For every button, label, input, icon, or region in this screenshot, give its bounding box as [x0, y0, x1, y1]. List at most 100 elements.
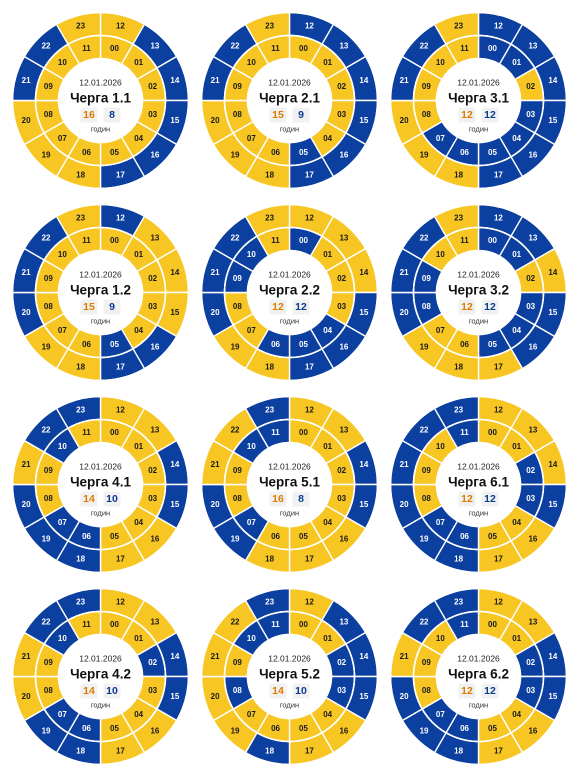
- inner-hour-label: 11: [460, 235, 469, 244]
- outer-hour-label: 15: [359, 115, 368, 124]
- inner-hour-label: 04: [323, 134, 332, 143]
- outer-hour-label: 13: [528, 425, 537, 434]
- inner-hour-label: 08: [232, 301, 241, 310]
- power-on-hours: 15: [83, 301, 95, 313]
- outer-hour-label: 14: [170, 76, 179, 85]
- inner-hour-label: 11: [271, 619, 280, 628]
- power-off-hours: 10: [106, 493, 118, 505]
- hour-ring-chart: 12 13 14 15 16 17 18 19 20 21 22 23 00 01 02 03 04 05 06 07…: [11, 587, 189, 765]
- inner-hour-label: 04: [134, 710, 143, 719]
- outer-hour-label: 22: [419, 41, 428, 50]
- inner-hour-label: 00: [299, 43, 308, 52]
- schedule-card: 12 13 14 15 16 17 18 19 20 21 22 23 00 01 02 03 04 05 06 07…: [11, 203, 190, 382]
- inner-hour-label: 07: [435, 710, 444, 719]
- inner-hour-label: 11: [460, 427, 469, 436]
- inner-hour-label: 10: [435, 249, 444, 258]
- inner-hour-label: 01: [134, 57, 143, 66]
- outer-hour-label: 21: [21, 652, 30, 661]
- outer-hour-label: 20: [21, 307, 30, 316]
- outer-hour-label: 23: [76, 213, 85, 222]
- outer-hour-label: 16: [150, 534, 159, 543]
- schedule-date: 12.01.2026: [268, 653, 311, 663]
- outer-hour-label: 18: [265, 362, 274, 371]
- power-on-hours: 12: [461, 301, 473, 313]
- inner-hour-label: 08: [421, 493, 430, 502]
- outer-hour-label: 23: [454, 405, 463, 414]
- inner-hour-label: 05: [488, 148, 497, 157]
- inner-hour-label: 10: [246, 249, 255, 258]
- hour-ring-chart: 12 13 14 15 16 17 18 19 20 21 22 23 00 01 02 03 04 05 06 07…: [200, 11, 378, 189]
- hours-unit: годин: [468, 316, 487, 325]
- inner-hour-label: 09: [232, 658, 241, 667]
- schedule-date: 12.01.2026: [79, 653, 122, 663]
- outer-hour-label: 18: [454, 362, 463, 371]
- inner-hour-label: 01: [512, 57, 521, 66]
- hour-ring-chart: 12 13 14 15 16 17 18 19 20 21 22 23 00 01 02 03 04 05 06 07…: [389, 11, 567, 189]
- power-on-hours: 14: [83, 493, 95, 505]
- inner-hour-label: 03: [526, 109, 535, 118]
- outer-hour-label: 13: [339, 617, 348, 626]
- inner-hour-label: 09: [43, 466, 52, 475]
- power-on-hours: 16: [272, 493, 284, 505]
- inner-hour-label: 03: [526, 493, 535, 502]
- hours-unit: годин: [90, 700, 109, 709]
- outer-hour-label: 14: [359, 460, 368, 469]
- outer-hour-label: 19: [419, 150, 428, 159]
- hours-unit: годин: [90, 508, 109, 517]
- outer-hour-label: 16: [528, 150, 537, 159]
- inner-hour-label: 02: [526, 466, 535, 475]
- inner-hour-label: 03: [148, 493, 157, 502]
- inner-hour-label: 08: [421, 301, 430, 310]
- outer-hour-label: 17: [493, 170, 502, 179]
- queue-title: Черга 3.1: [448, 90, 509, 105]
- hour-ring-chart: 12 13 14 15 16 17 18 19 20 21 22 23 00 01 02 03 04 05 06 07…: [200, 395, 378, 573]
- outer-hour-label: 22: [41, 617, 50, 626]
- outer-hour-label: 23: [265, 597, 274, 606]
- center-hub: [436, 250, 520, 334]
- outer-hour-label: 18: [265, 746, 274, 755]
- outer-hour-label: 16: [150, 342, 159, 351]
- outer-hour-label: 14: [170, 652, 179, 661]
- outer-hour-label: 23: [265, 405, 274, 414]
- outer-hour-label: 12: [493, 213, 502, 222]
- hour-ring-chart: 12 13 14 15 16 17 18 19 20 21 22 23 00 01 02 03 04 05 06 07…: [389, 395, 567, 573]
- outer-hour-label: 13: [528, 233, 537, 242]
- outer-hour-label: 22: [230, 233, 239, 242]
- center-hub: [436, 442, 520, 526]
- outer-hour-label: 13: [339, 233, 348, 242]
- outer-hour-label: 20: [21, 115, 30, 124]
- inner-hour-label: 04: [512, 518, 521, 527]
- power-on-hours: 12: [272, 301, 284, 313]
- inner-hour-label: 03: [337, 109, 346, 118]
- inner-hour-label: 00: [110, 43, 119, 52]
- outer-hour-label: 18: [454, 170, 463, 179]
- inner-hour-label: 04: [134, 518, 143, 527]
- inner-hour-label: 09: [232, 466, 241, 475]
- inner-hour-label: 11: [82, 235, 91, 244]
- outer-hour-label: 18: [76, 362, 85, 371]
- outer-hour-label: 16: [150, 150, 159, 159]
- queue-title: Черга 5.2: [259, 666, 320, 681]
- inner-hour-label: 00: [299, 619, 308, 628]
- outer-hour-label: 23: [265, 213, 274, 222]
- inner-hour-label: 01: [323, 633, 332, 642]
- inner-hour-label: 06: [82, 724, 91, 733]
- inner-hour-label: 02: [337, 466, 346, 475]
- outer-hour-label: 21: [21, 268, 30, 277]
- inner-hour-label: 03: [148, 301, 157, 310]
- inner-hour-label: 11: [460, 619, 469, 628]
- inner-hour-label: 07: [57, 134, 66, 143]
- outer-hour-label: 20: [399, 691, 408, 700]
- inner-hour-label: 02: [148, 82, 157, 91]
- inner-hour-label: 03: [526, 301, 535, 310]
- schedule-card: 12 13 14 15 16 17 18 19 20 21 22 23 00 01 02 03 04 05 06 07…: [11, 587, 190, 766]
- inner-hour-label: 06: [460, 148, 469, 157]
- inner-hour-label: 03: [337, 493, 346, 502]
- inner-hour-label: 00: [299, 427, 308, 436]
- center-hub: [247, 58, 331, 142]
- power-off-hours: 8: [109, 109, 115, 121]
- inner-hour-label: 04: [134, 326, 143, 335]
- outer-hour-label: 19: [41, 150, 50, 159]
- schedule-date: 12.01.2026: [268, 461, 311, 471]
- center-hub: [58, 634, 142, 718]
